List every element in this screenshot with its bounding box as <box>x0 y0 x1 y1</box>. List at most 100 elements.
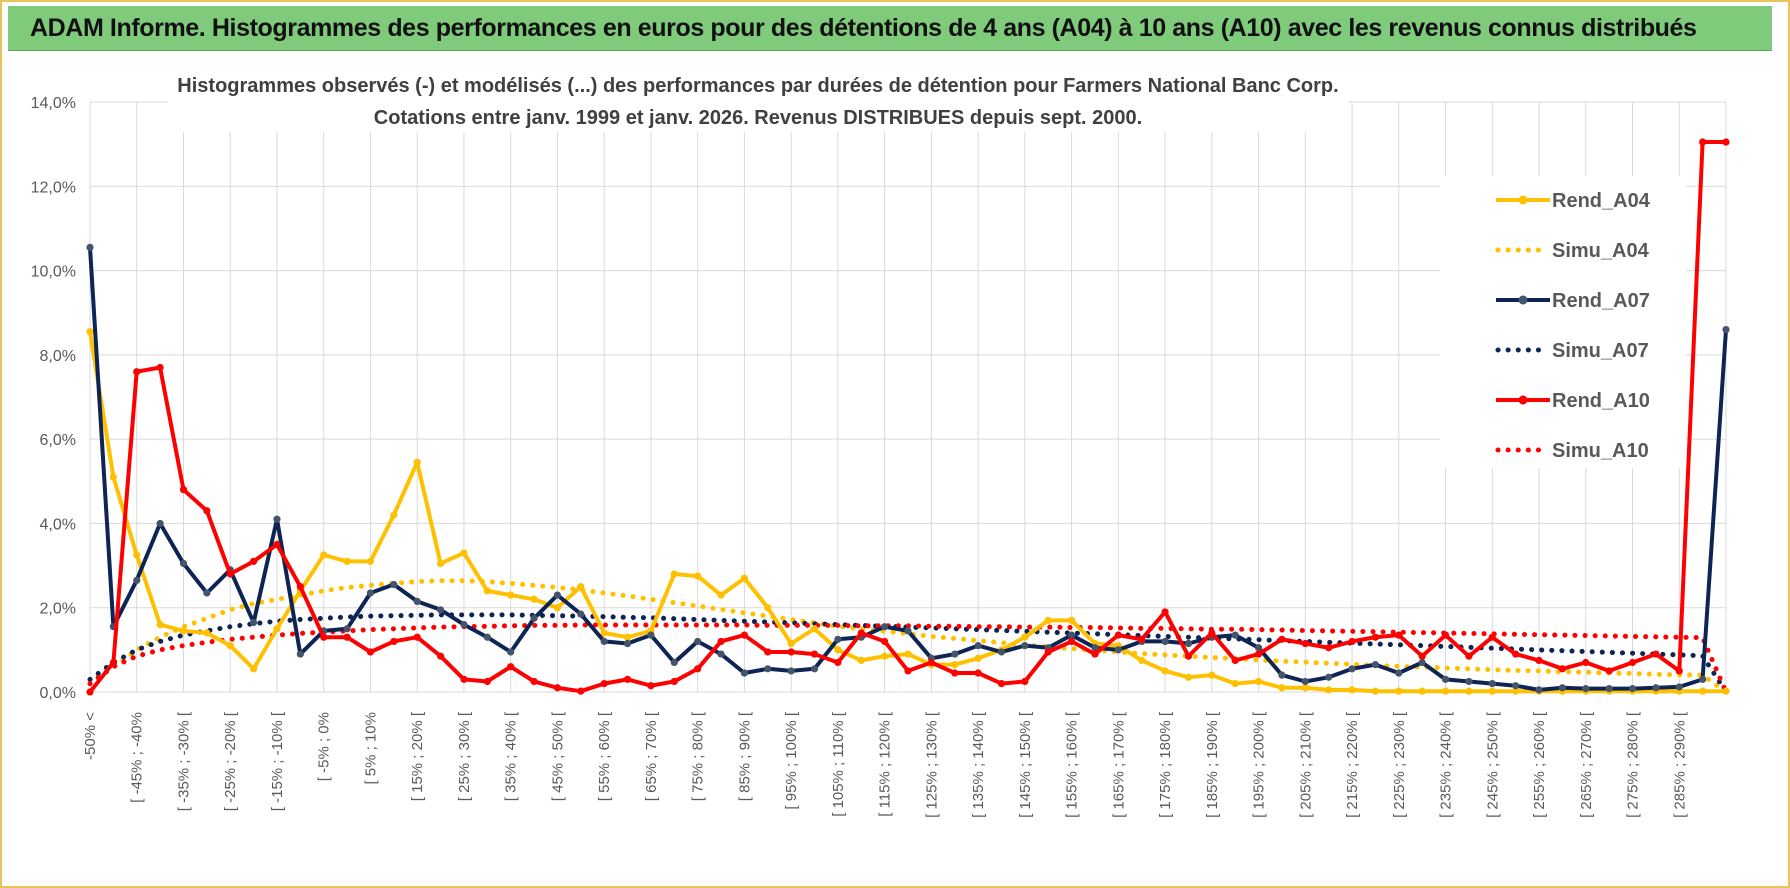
rend-a04-point <box>1699 687 1707 695</box>
rend-a10-point <box>109 658 117 667</box>
rend-a10-point <box>1278 635 1286 643</box>
rend-a07-point <box>483 633 491 641</box>
rend-a10-point <box>787 648 795 656</box>
rend-a10-point <box>927 658 935 667</box>
rend-a07-point <box>1488 679 1496 688</box>
rend-a10-point <box>1138 635 1146 643</box>
rend-a07-point <box>1278 671 1286 679</box>
rend-a07-point <box>951 650 959 658</box>
legend-marker-rend-a07 <box>1518 295 1528 305</box>
chart-title-line-2: Cotations entre janv. 1999 et janv. 2026… <box>374 107 1142 129</box>
rend-a07-point <box>553 591 562 599</box>
rend-a10-point <box>530 677 538 686</box>
rend-a07-point <box>1465 677 1473 686</box>
x-tick-label: [ 15% ; 20% [ <box>409 711 426 801</box>
rend-a04-point <box>974 654 982 662</box>
rend-a07-point <box>1535 686 1543 694</box>
rend-a10-point <box>647 682 655 690</box>
x-tick-label: [ 125% ; 130% [ <box>923 711 940 818</box>
rend-a10-point <box>1091 650 1099 658</box>
rend-a07-point <box>834 635 842 643</box>
rend-a07-point <box>881 623 889 631</box>
rend-a04-point <box>694 572 702 580</box>
x-tick-label: [ 215% ; 220% [ <box>1344 711 1361 818</box>
rend-a07-point <box>1301 677 1309 686</box>
rend-a07-point <box>1021 642 1029 650</box>
rend-a10-point <box>881 637 889 646</box>
rend-a04-point <box>553 604 562 612</box>
x-tick-label: [ 235% ; 240% [ <box>1438 711 1455 818</box>
x-tick-label: [ 45% ; 50% [ <box>549 711 566 801</box>
rend-a10-point <box>320 633 328 641</box>
x-tick-label: [ 285% ; 290% [ <box>1671 711 1688 818</box>
y-tick-label: 4,0% <box>40 516 76 533</box>
rend-a10-point <box>1605 667 1613 675</box>
x-tick-label: [ -45% ; -40% <box>129 712 146 803</box>
rend-a04-point <box>810 625 819 633</box>
rend-a10-point <box>133 368 141 376</box>
rend-a07-point <box>787 667 795 675</box>
rend-a07-point <box>366 589 375 597</box>
chart-title: Histogrammes observés (-) et modélisés (… <box>168 64 1348 132</box>
rend-a07-point <box>1091 644 1099 652</box>
rend-a07-point <box>1371 661 1380 669</box>
rend-a07-point <box>1348 665 1356 673</box>
x-tick-label: [ -15% ; -10% [ <box>269 711 286 811</box>
rend-a04-point <box>320 551 328 559</box>
rend-a07-point <box>717 650 725 658</box>
rend-a10-point <box>1371 633 1380 641</box>
rend-a04-point <box>1254 677 1263 686</box>
rend-a10-point <box>857 629 865 637</box>
rend-a07-point <box>1512 682 1520 690</box>
rend-a07-point <box>997 648 1006 656</box>
rend-a10-point <box>460 675 468 683</box>
rend-a10-point <box>577 687 585 695</box>
report-title: ADAM Informe. Histogrammes des performan… <box>30 13 1697 42</box>
rend-a04-point <box>366 557 375 565</box>
y-tick-label: 2,0% <box>40 601 76 618</box>
rend-a10-point <box>1254 650 1263 658</box>
rend-a07-point <box>1628 685 1637 693</box>
simu-a04-line <box>87 578 1729 695</box>
rend-a04-point <box>1301 684 1309 692</box>
x-tick-label: [ 25% ; 30% [ <box>456 711 473 801</box>
x-tick-label: [ 185% ; 190% [ <box>1204 711 1221 818</box>
rend-a04-point <box>179 627 188 635</box>
rend-a10-point <box>810 650 819 658</box>
rend-a04-point <box>951 661 959 669</box>
x-tick-label: [ 75% ; 80% [ <box>690 711 707 801</box>
rend-a07-point <box>1395 669 1403 677</box>
rend-a07-point <box>1582 685 1590 693</box>
x-tick-label: [ 205% ; 210% [ <box>1297 711 1314 818</box>
rend-a07-point <box>1114 646 1122 654</box>
rend-a04-point <box>1161 667 1169 675</box>
rend-a04-point <box>203 629 211 637</box>
rend-a07-point <box>507 648 515 656</box>
rend-a10-point <box>1441 631 1450 639</box>
rend-a10-point <box>1114 631 1122 639</box>
rend-a07-point <box>179 559 188 568</box>
rend-a10-point <box>156 363 164 372</box>
rend-a10-point <box>997 679 1006 688</box>
rend-a04-point <box>1512 687 1520 695</box>
rend-a04-point <box>577 583 585 591</box>
rend-a04-point <box>1722 687 1730 695</box>
rend-a04-point <box>1231 679 1239 688</box>
chart-legend: Rend_A04 Simu_A04 Rend_A07 Simu_A07 Rend_A10… <box>1440 176 1686 468</box>
rend-a04-point <box>857 656 865 664</box>
chart-title-line-1: Histogrammes observés (-) et modélisés (… <box>177 75 1338 97</box>
rend-a10-point <box>951 669 959 677</box>
rend-a10-point <box>483 677 491 686</box>
rend-a07-point <box>764 665 772 673</box>
rend-a07-point <box>156 519 164 528</box>
y-tick-label: 10,0% <box>31 264 76 281</box>
rend-a07-point <box>974 642 982 650</box>
x-tick-label: [ 265% ; 270% [ <box>1578 711 1595 818</box>
rend-a10-point <box>1068 637 1076 646</box>
x-tick-label: [ 5% ; 10% <box>362 712 379 785</box>
rend-a07-point <box>1605 685 1613 693</box>
x-tick-label: [ -35% ; -30% [ <box>175 711 192 811</box>
rend-a04-point <box>1348 686 1356 694</box>
rend-a10-point <box>1699 138 1707 146</box>
